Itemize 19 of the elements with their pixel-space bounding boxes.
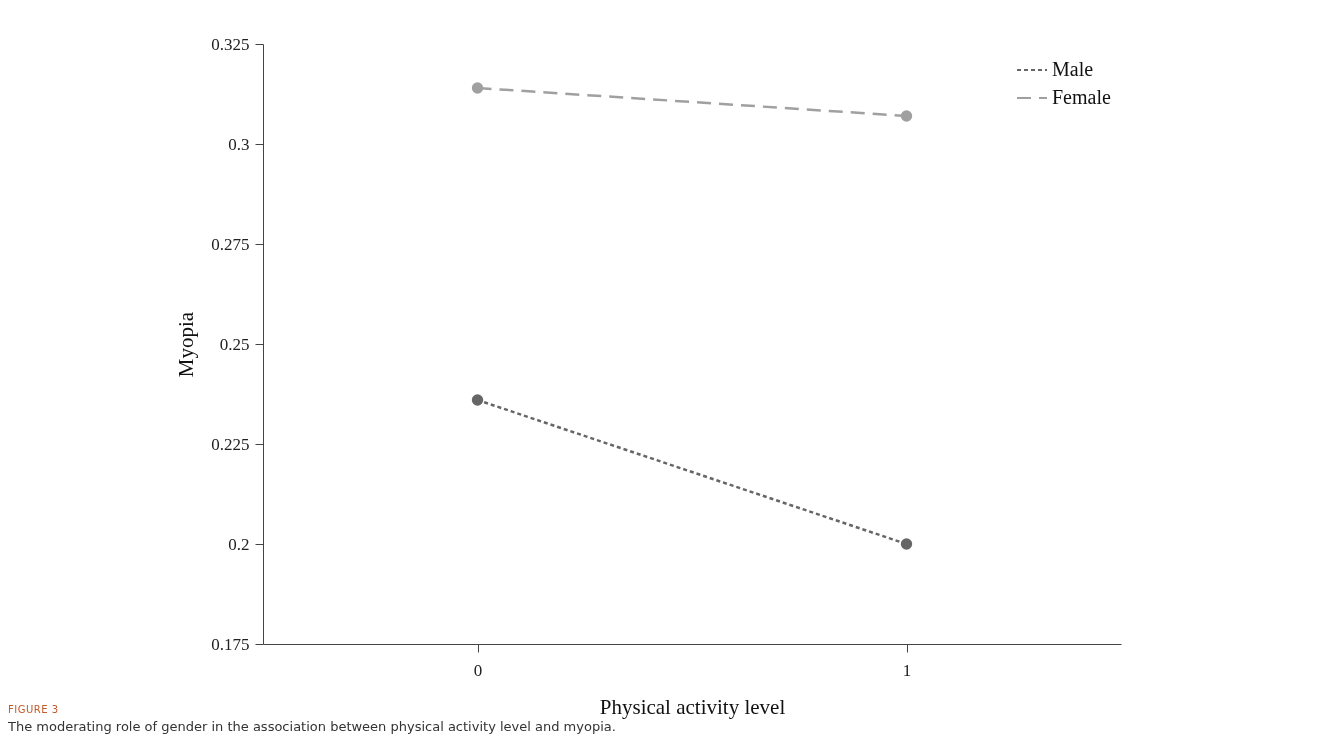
point <box>900 538 913 550</box>
point <box>471 394 484 406</box>
y-tick-label: 0.275 <box>211 234 250 254</box>
caption: FIGURE 3 <box>8 704 59 715</box>
y-tick-label: 0.3 <box>228 134 250 154</box>
point <box>471 82 484 94</box>
y-axis-title: Myopia <box>174 311 199 378</box>
legend-label: Female <box>1052 86 1111 108</box>
y-tick-label: 0.325 <box>211 34 250 54</box>
x-axis-title: Physical activity level <box>599 694 786 719</box>
y-tick-label: 0.225 <box>211 434 250 454</box>
x-tick-label: 1 <box>902 660 912 680</box>
y-tick-label: 0.2 <box>228 534 250 554</box>
legend-label: Male <box>1052 58 1094 80</box>
text: The moderating role of gender in the association between physical activity level and myopia. <box>8 719 616 734</box>
y-tick-label: 0.175 <box>211 634 250 654</box>
x-tick-label: 0 <box>473 660 483 680</box>
point <box>900 110 913 122</box>
y-tick-label: 0.25 <box>219 334 250 354</box>
